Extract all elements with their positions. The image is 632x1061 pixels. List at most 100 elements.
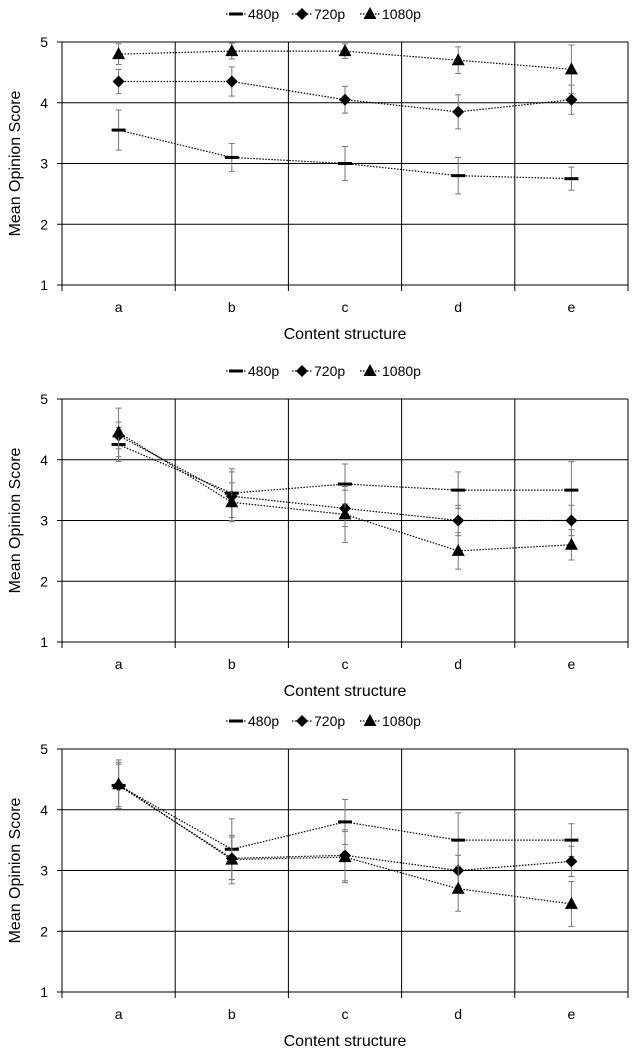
legend-marker-diamond: [296, 8, 308, 20]
y-tick-label: 4: [40, 95, 48, 111]
data-point-diamond: [565, 855, 578, 868]
x-tick-label: b: [228, 656, 236, 672]
y-axis-title: Mean Opinion Score: [7, 90, 24, 236]
legend: 480p 720p 1080p: [226, 6, 421, 22]
legend-marker-triangle: [363, 7, 377, 19]
x-tick-label: d: [454, 299, 462, 315]
data-point-triangle: [564, 62, 578, 75]
y-tick-label: 5: [40, 34, 48, 50]
y-tick-label: 2: [40, 216, 48, 232]
x-tick-label: d: [454, 1006, 462, 1022]
series-line: [118, 444, 572, 494]
legend-label: 1080p: [382, 713, 421, 729]
x-tick-label: c: [342, 1006, 349, 1022]
y-tick-label: 5: [40, 741, 48, 757]
data-point-diamond: [112, 75, 125, 88]
legend-item: 1080p: [360, 713, 421, 729]
data-point-triangle: [112, 47, 126, 60]
y-tick-label: 1: [40, 277, 48, 293]
y-tick-label: 1: [40, 634, 48, 650]
x-tick-label: b: [228, 299, 236, 315]
x-tick-label: a: [115, 656, 123, 672]
legend-item: 480p: [226, 713, 279, 729]
y-tick-label: 4: [40, 802, 48, 818]
legend-label: 480p: [248, 363, 279, 379]
x-tick-label: d: [454, 656, 462, 672]
data-point-triangle: [451, 53, 465, 66]
legend-label: 720p: [314, 6, 345, 22]
data-point-triangle: [225, 852, 239, 865]
chart-3: 480p 720p 1080p 1 2 3 4 5 a b c d e Content structure…: [7, 713, 629, 1050]
legend: 480p 720p 1080p: [226, 713, 421, 729]
data-point-triangle: [225, 44, 239, 57]
series-line: [118, 129, 572, 180]
y-tick-label: 3: [40, 513, 48, 529]
legend-label: 720p: [314, 713, 345, 729]
data-point-triangle: [112, 777, 126, 790]
data-point-diamond: [225, 75, 238, 88]
data-point-triangle: [564, 896, 578, 909]
data-point-triangle: [338, 44, 352, 57]
chart-panel-2: 480p 720p 1080p 1 2 3 4 5 a b c d e Content structure…: [0, 357, 632, 711]
y-tick-label: 3: [40, 156, 48, 172]
series-1080p: [112, 42, 578, 95]
legend-marker-diamond: [296, 365, 308, 377]
data-point-diamond: [452, 105, 465, 118]
y-tick-label: 2: [40, 923, 48, 939]
x-tick-label: e: [568, 299, 576, 315]
legend-item: 480p: [226, 363, 279, 379]
data-point-triangle: [338, 850, 352, 863]
x-tick-label: a: [115, 1006, 123, 1022]
x-tick-label: a: [115, 299, 123, 315]
y-axis-title: Mean Opinion Score: [7, 797, 24, 943]
data-point-triangle: [225, 495, 239, 508]
y-tick-label: 1: [40, 984, 48, 1000]
y-axis-title: Mean Opinion Score: [7, 447, 24, 593]
chart-2: 480p 720p 1080p 1 2 3 4 5 a b c d e Content structure…: [7, 363, 629, 700]
data-point-diamond: [565, 514, 578, 527]
legend-item: 720p: [292, 363, 345, 379]
legend-marker-triangle: [363, 714, 377, 726]
series-720p: [112, 66, 578, 130]
data-point-triangle: [451, 881, 465, 894]
data-point-diamond: [339, 93, 351, 106]
legend-marker-triangle: [363, 364, 377, 376]
x-tick-label: c: [342, 299, 349, 315]
series-1080p: [112, 759, 578, 927]
legend-label: 480p: [248, 6, 279, 22]
legend: 480p 720p 1080p: [226, 363, 421, 379]
y-tick-label: 2: [40, 573, 48, 589]
legend-item: 480p: [226, 6, 279, 22]
x-axis-title: Content structure: [284, 326, 407, 343]
chart-panel-3: 480p 720p 1080p 1 2 3 4 5 a b c d e Content structure…: [0, 707, 632, 1061]
series-line: [118, 784, 572, 872]
data-point-triangle: [564, 537, 578, 550]
legend-item: 720p: [292, 713, 345, 729]
series-480p: [111, 109, 579, 195]
series-1080p: [112, 407, 578, 570]
x-tick-label: b: [228, 1006, 236, 1022]
series-line: [118, 434, 572, 522]
legend-label: 720p: [314, 363, 345, 379]
chart-panel-1: 480p 720p 1080p 1 2 3 4 5 a b c d e Content structure…: [0, 0, 632, 354]
series-line: [118, 80, 572, 113]
x-tick-label: e: [568, 1006, 576, 1022]
x-tick-label: e: [568, 656, 576, 672]
legend-label: 1080p: [382, 363, 421, 379]
y-tick-label: 4: [40, 452, 48, 468]
legend-label: 1080p: [382, 6, 421, 22]
x-axis-title: Content structure: [284, 1033, 407, 1050]
legend-item: 1080p: [360, 363, 421, 379]
y-tick-label: 3: [40, 863, 48, 879]
x-tick-label: c: [342, 656, 349, 672]
data-point-triangle: [338, 507, 352, 520]
data-point-diamond: [565, 93, 578, 106]
x-axis-title: Content structure: [284, 683, 407, 700]
y-tick-label: 5: [40, 391, 48, 407]
legend-item: 720p: [292, 6, 345, 22]
chart-1: 480p 720p 1080p 1 2 3 4 5 a b c d e Content structure…: [7, 6, 629, 343]
data-point-diamond: [452, 514, 465, 527]
legend-marker-diamond: [296, 715, 308, 727]
data-point-triangle: [451, 543, 465, 556]
legend-item: 1080p: [360, 6, 421, 22]
